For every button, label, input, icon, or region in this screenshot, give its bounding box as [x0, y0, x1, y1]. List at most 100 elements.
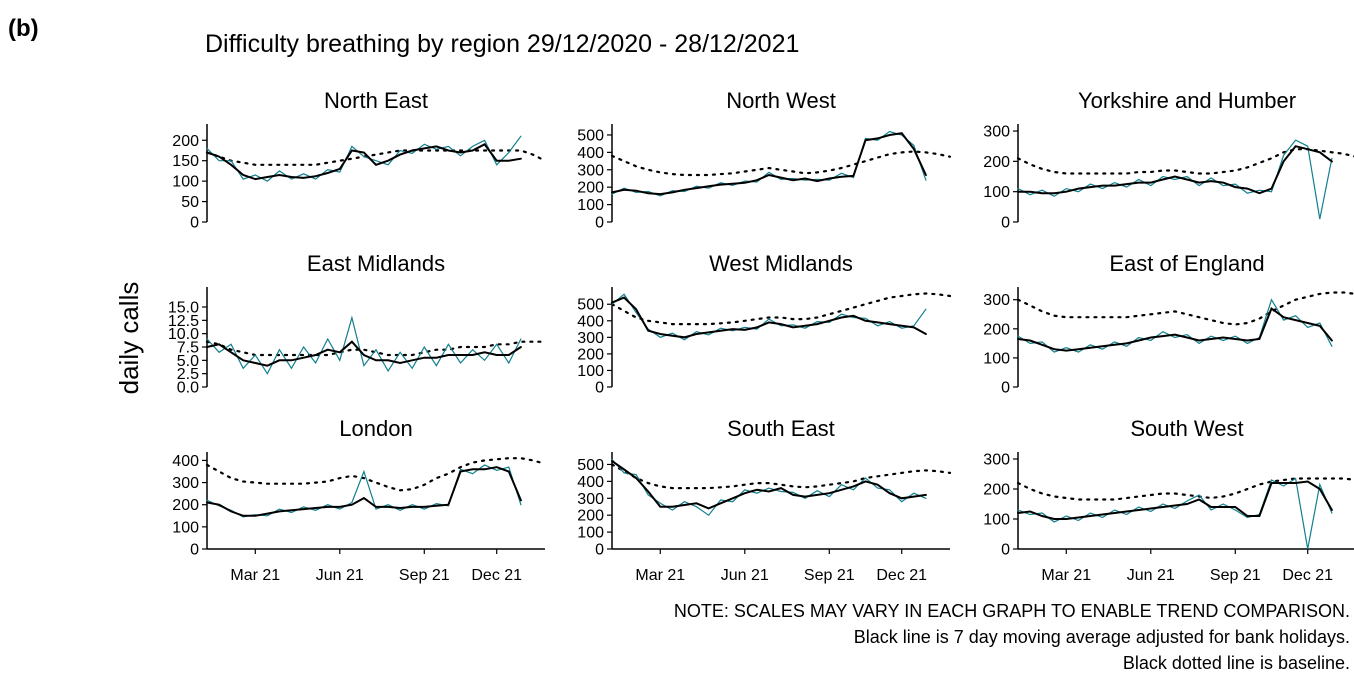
x-tick-label: Mar 21 — [230, 567, 280, 584]
average-line — [1017, 480, 1333, 520]
y-tick-label: 500 — [577, 127, 604, 144]
daily-line — [1017, 298, 1333, 353]
daily-line — [611, 130, 927, 197]
y-tick-label: 200 — [983, 482, 1010, 499]
y-tick-label: 200 — [577, 180, 604, 197]
y-tick-label: 0 — [190, 215, 199, 232]
panel-title: North West — [726, 88, 836, 113]
note: NOTE: SCALES MAY VARY IN EACH GRAPH TO E… — [674, 601, 1350, 621]
y-tick-label: 100 — [983, 350, 1010, 367]
baseline-line — [1016, 291, 1354, 326]
y-tick-label: 10.0 — [168, 326, 199, 343]
y-tick-label: 0 — [1001, 542, 1010, 559]
baseline-line — [205, 149, 547, 166]
y-tick-label: 0 — [1001, 215, 1010, 232]
y-tick-label: 2.5 — [177, 366, 199, 383]
y-tick-label: 200 — [172, 133, 199, 150]
average-line — [611, 296, 927, 339]
panel-title: East of England — [1109, 251, 1264, 276]
y-tick-label: 0 — [595, 542, 604, 559]
y-tick-label: 200 — [172, 497, 199, 514]
y-tick-label: 150 — [172, 153, 199, 170]
average-line — [206, 340, 522, 367]
x-tick-label: Sep 21 — [1210, 567, 1261, 584]
y-tick-label: 0.0 — [177, 380, 199, 397]
y-tick-label: 200 — [983, 154, 1010, 171]
y-tick-label: 100 — [577, 197, 604, 214]
baseline-line — [205, 457, 547, 492]
y-tick-label: 300 — [983, 452, 1010, 469]
y-tick-label: 100 — [172, 174, 199, 191]
daily-line — [611, 458, 927, 517]
y-tick-label: 400 — [577, 313, 604, 330]
panel-title: South West — [1130, 416, 1243, 441]
y-tick-label: 300 — [577, 330, 604, 347]
y-tick-label: 0 — [190, 542, 199, 559]
note: Black dotted line is baseline. — [1123, 653, 1350, 673]
note: Black line is 7 day moving average adjus… — [854, 627, 1350, 647]
x-tick-label: Dec 21 — [876, 567, 927, 584]
panel-title: South East — [727, 416, 835, 441]
y-axis-title: daily calls — [114, 282, 144, 395]
average-line — [206, 466, 522, 517]
y-tick-label: 400 — [577, 145, 604, 162]
daily-line — [206, 135, 522, 182]
y-tick-label: 50 — [181, 194, 199, 211]
panel-title: North East — [324, 88, 428, 113]
x-tick-label: Sep 21 — [399, 567, 450, 584]
x-tick-label: Sep 21 — [804, 567, 855, 584]
x-tick-label: Dec 21 — [1282, 567, 1333, 584]
y-tick-label: 200 — [577, 508, 604, 525]
y-tick-label: 0 — [1001, 380, 1010, 397]
baseline-line — [610, 463, 952, 490]
y-tick-label: 200 — [983, 321, 1010, 338]
y-tick-label: 5.0 — [177, 353, 199, 370]
baseline-line — [610, 292, 952, 326]
y-tick-label: 0 — [595, 215, 604, 232]
daily-line — [1017, 139, 1333, 220]
y-tick-label: 500 — [577, 297, 604, 314]
figure-title: Difficulty breathing by region 29/12/202… — [205, 30, 799, 58]
panel-title: East Midlands — [307, 251, 445, 276]
y-tick-label: 15.0 — [168, 300, 199, 317]
baseline-line — [205, 340, 547, 357]
y-tick-label: 400 — [172, 453, 199, 470]
x-tick-label: Mar 21 — [635, 567, 685, 584]
y-tick-label: 7.5 — [177, 340, 199, 357]
average-line — [611, 460, 927, 510]
x-tick-label: Jun 21 — [1127, 567, 1175, 584]
y-tick-label: 100 — [172, 519, 199, 536]
y-tick-label: 100 — [983, 512, 1010, 529]
baseline-line — [1016, 148, 1354, 175]
daily-line — [1017, 477, 1333, 550]
y-tick-label: 500 — [577, 457, 604, 474]
panel-label: (b) — [8, 15, 39, 42]
panel-title: London — [339, 416, 412, 441]
average-line — [611, 132, 927, 196]
x-tick-label: Mar 21 — [1041, 567, 1091, 584]
y-tick-label: 12.5 — [168, 313, 199, 330]
average-line — [1017, 145, 1333, 195]
daily-line — [206, 315, 522, 375]
y-tick-label: 300 — [983, 124, 1010, 141]
x-tick-label: Jun 21 — [721, 567, 769, 584]
panel-title: Yorkshire and Humber — [1078, 88, 1296, 113]
x-tick-label: Dec 21 — [471, 567, 522, 584]
y-tick-label: 400 — [577, 474, 604, 491]
average-line — [206, 143, 522, 181]
y-tick-label: 200 — [577, 346, 604, 363]
y-tick-label: 100 — [577, 525, 604, 542]
daily-line — [206, 464, 522, 518]
y-tick-label: 300 — [983, 292, 1010, 309]
baseline-line — [1016, 477, 1354, 501]
y-tick-label: 300 — [577, 162, 604, 179]
x-tick-label: Jun 21 — [316, 567, 364, 584]
y-tick-label: 100 — [983, 184, 1010, 201]
y-tick-label: 100 — [577, 363, 604, 380]
average-line — [1017, 306, 1333, 352]
daily-line — [611, 293, 927, 341]
panel-title: West Midlands — [709, 251, 853, 276]
y-tick-label: 0 — [595, 380, 604, 397]
